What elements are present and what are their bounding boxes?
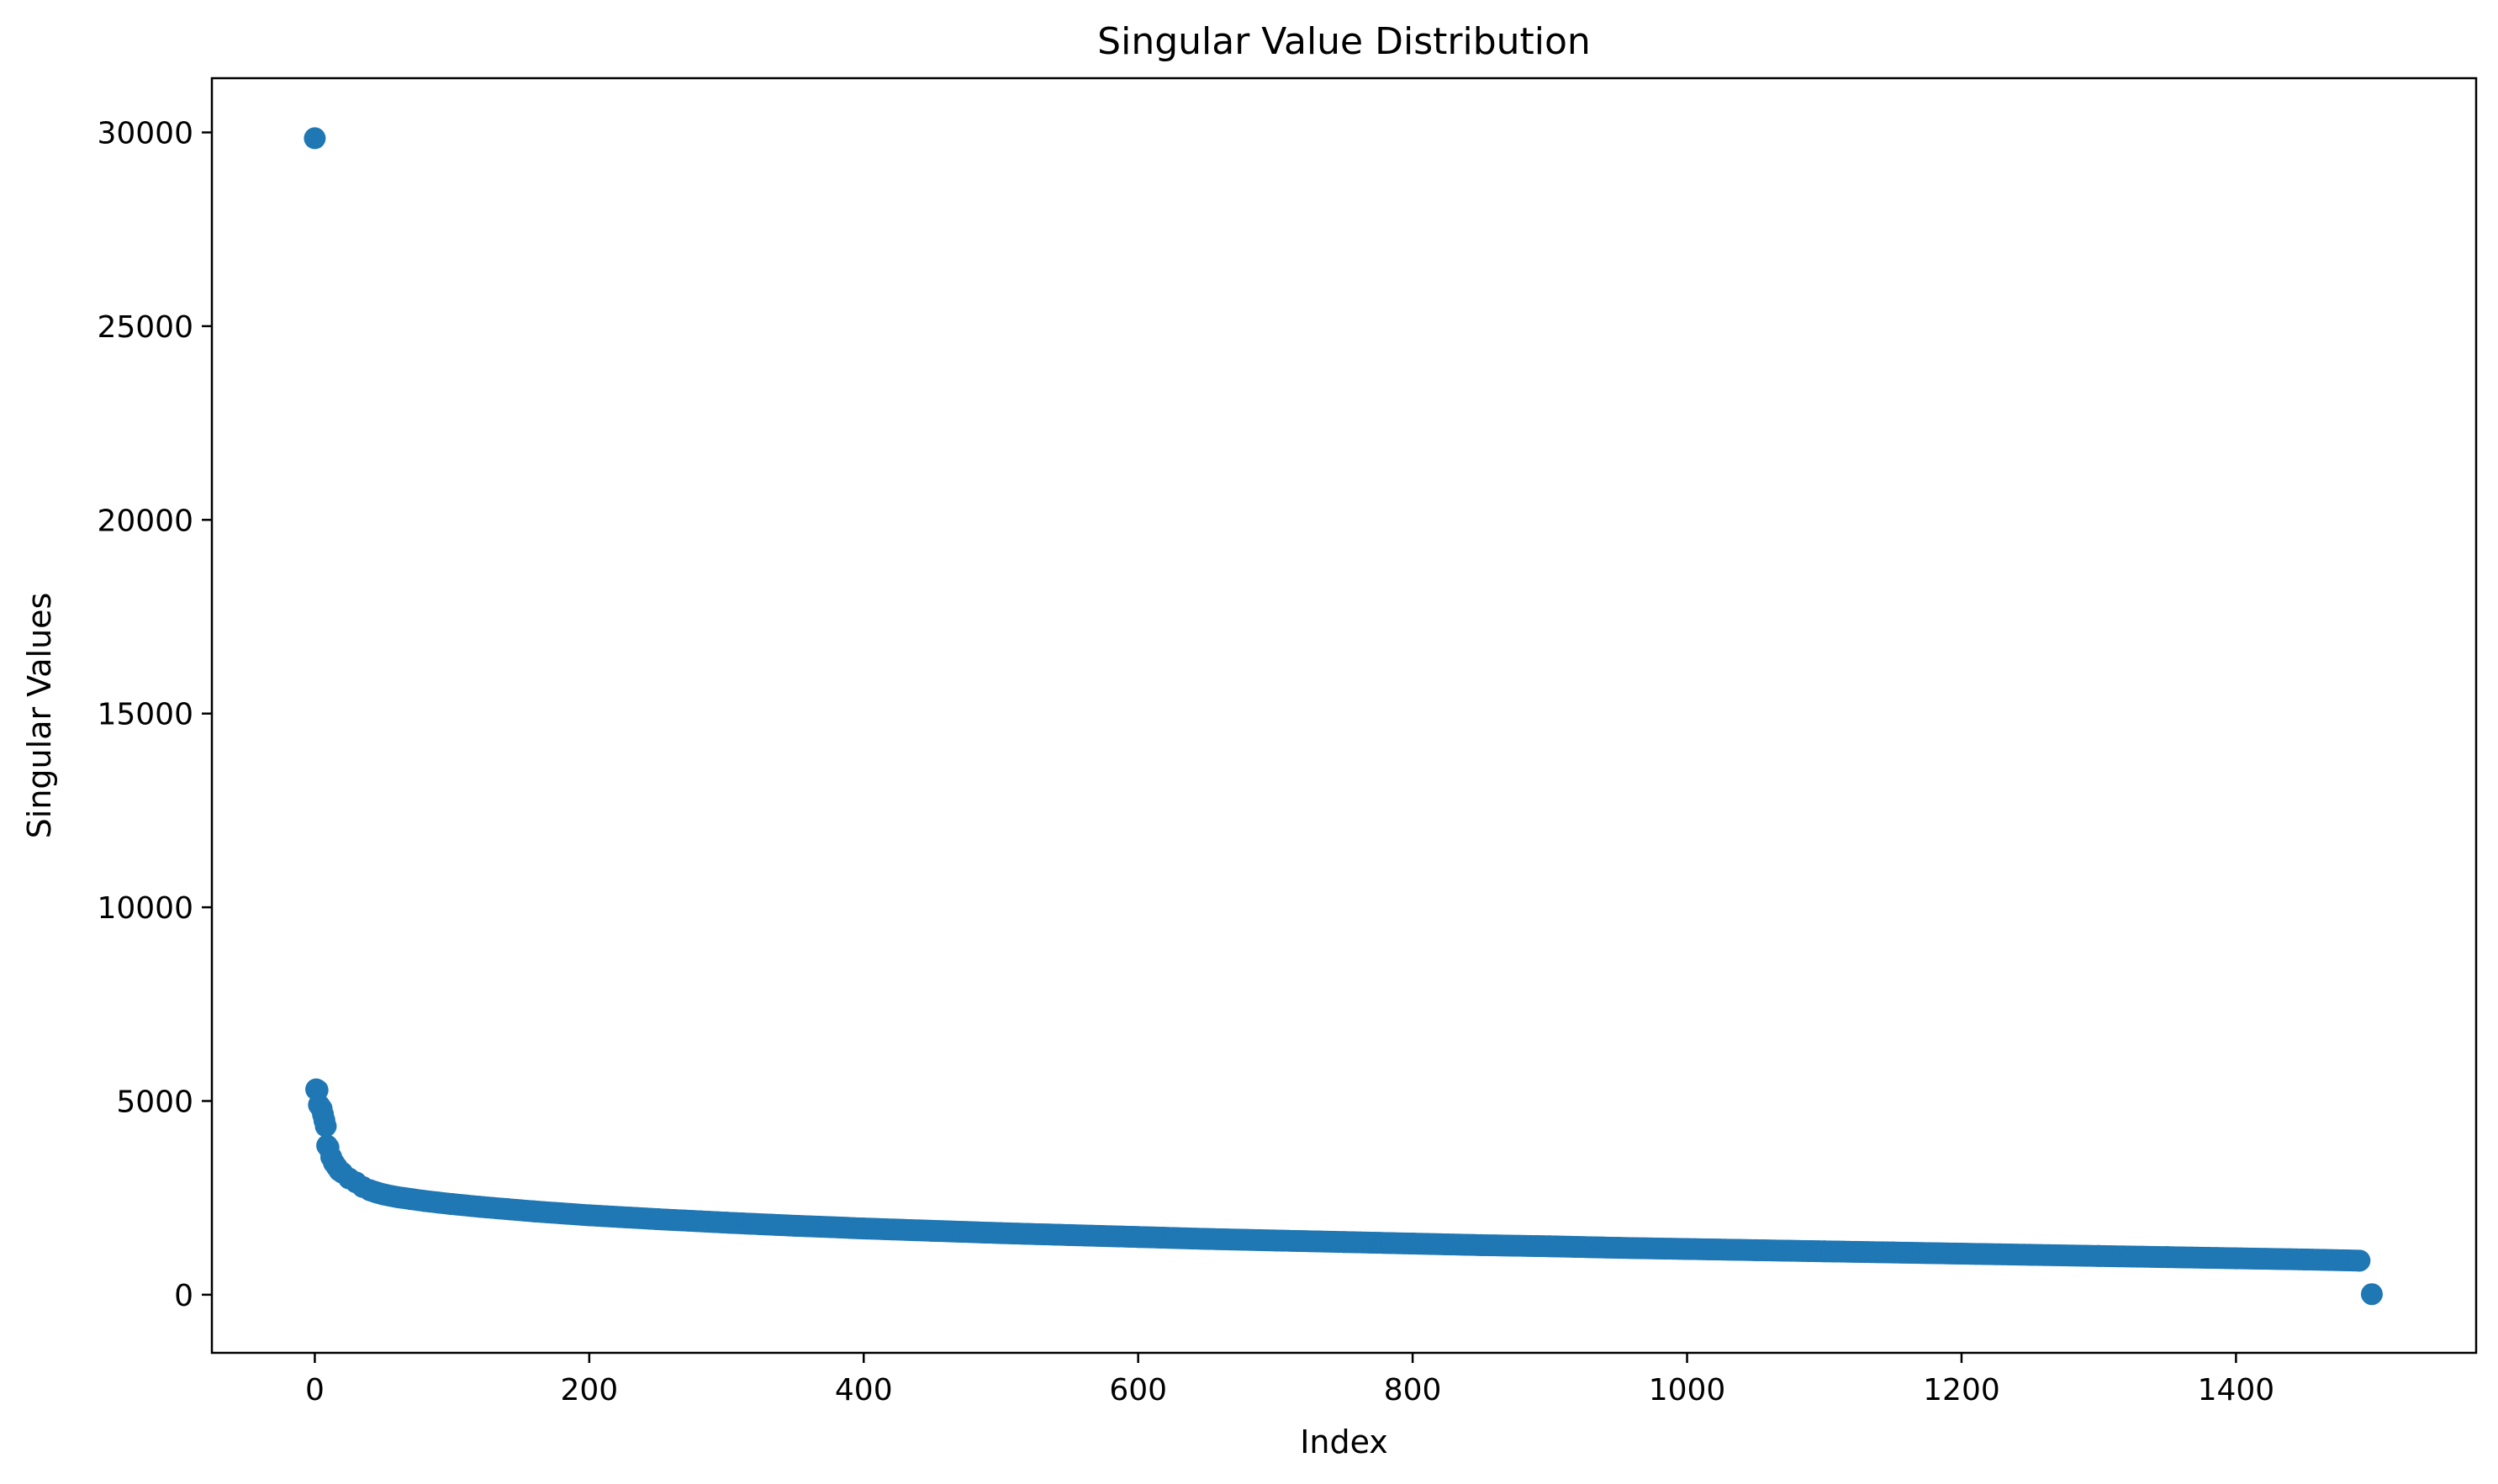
x-tick-label: 200	[560, 1373, 618, 1407]
plot-frame	[210, 77, 2478, 1355]
x-tick-label: 1400	[2198, 1373, 2275, 1407]
x-tick-label: 800	[1384, 1373, 1442, 1407]
x-tick-label: 600	[1109, 1373, 1167, 1407]
x-tick-label: 1000	[1649, 1373, 1726, 1407]
y-tick-label: 20000	[97, 504, 193, 538]
x-tick-label: 400	[835, 1373, 893, 1407]
y-tick-label: 15000	[97, 698, 193, 732]
chart-title: Singular Value Distribution	[1097, 20, 1591, 63]
y-axis-ticks: 0 5000 10000 15000 20000 25000 30000	[97, 117, 212, 1313]
x-tick-label: 0	[305, 1373, 325, 1407]
y-tick-label: 10000	[97, 891, 193, 926]
x-axis-ticks: 0 200 400 600 800 1000 1200 1400	[305, 1353, 2274, 1407]
y-tick-label: 30000	[97, 117, 193, 151]
data-point	[304, 127, 326, 150]
x-tick-label: 1200	[1923, 1373, 2000, 1407]
data-point	[314, 1115, 337, 1138]
y-tick-label: 0	[174, 1279, 193, 1313]
data-points	[304, 127, 2383, 1306]
y-tick-label: 25000	[97, 310, 193, 345]
data-point	[2348, 1249, 2371, 1272]
y-tick-label: 5000	[116, 1085, 193, 1119]
y-axis-title: Singular Values	[21, 593, 58, 839]
data-point	[2360, 1283, 2383, 1306]
x-axis-title: Index	[1300, 1423, 1388, 1460]
